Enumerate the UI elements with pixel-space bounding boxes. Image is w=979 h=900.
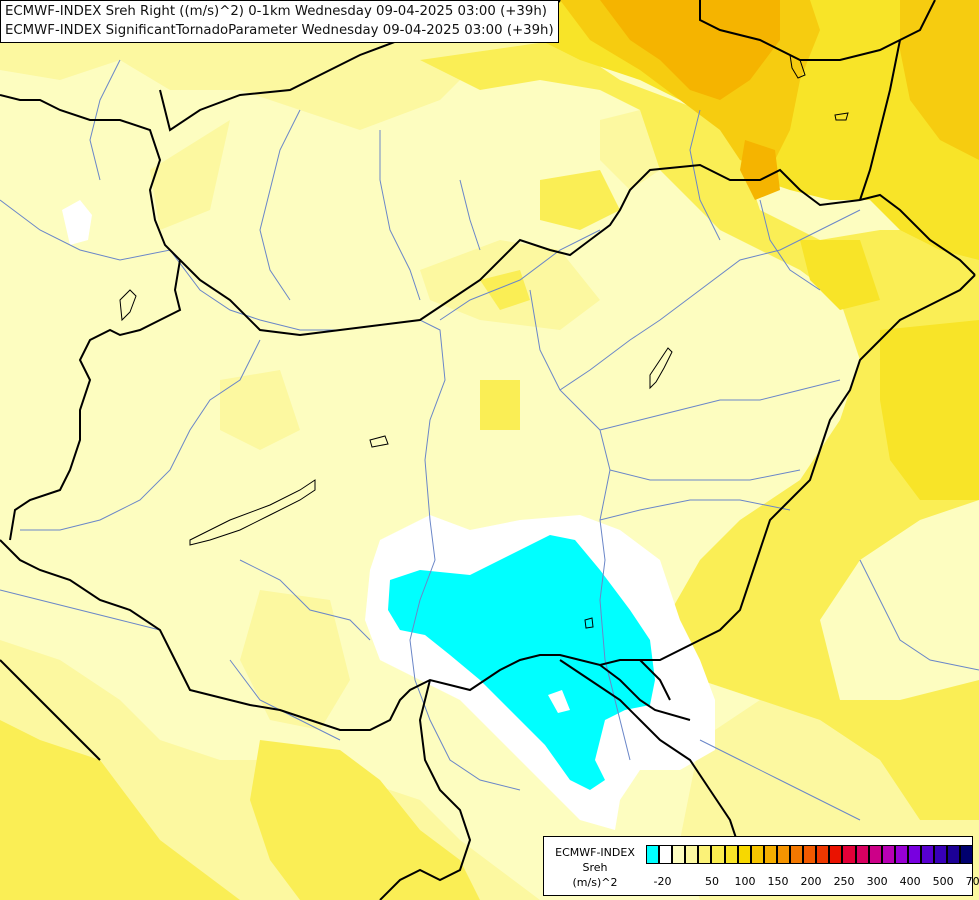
legend-swatch xyxy=(907,845,921,864)
legend-swatch xyxy=(881,845,895,864)
legend-title-param: Sreh xyxy=(582,861,608,874)
title-line-1: ECMWF-INDEX Sreh Right ((m/s)^2) 0-1km W… xyxy=(5,4,547,19)
legend-title: ECMWF-INDEX Sreh (m/s)^2 xyxy=(550,845,640,890)
legend-tick-label: 150 xyxy=(767,875,789,888)
legend-tick-label: 500 xyxy=(932,875,954,888)
legend-swatch xyxy=(934,845,948,864)
legend-swatch xyxy=(855,845,869,864)
legend-title-source: ECMWF-INDEX xyxy=(555,846,635,859)
legend-tick-label: 200 xyxy=(800,875,822,888)
cyan-hole xyxy=(548,690,570,713)
legend-tick-label: -20 xyxy=(653,875,672,888)
title-line-2: ECMWF-INDEX SignificantTornadoParameter … xyxy=(5,23,554,38)
field-level-250 xyxy=(600,0,780,200)
legend-tick-label: 250 xyxy=(833,875,855,888)
legend-swatch xyxy=(842,845,856,864)
legend-swatch xyxy=(750,845,764,864)
legend-swatch xyxy=(672,845,686,864)
legend-swatch xyxy=(803,845,817,864)
legend-swatch xyxy=(960,845,974,864)
legend-ticks: -20 50 100 150 200 250 300 400 500 700 xyxy=(646,875,979,889)
legend-swatch xyxy=(737,845,751,864)
legend-swatch xyxy=(790,845,804,864)
legend-tick-label: 400 xyxy=(899,875,921,888)
legend-swatch xyxy=(816,845,830,864)
legend-title-unit: (m/s)^2 xyxy=(572,876,618,889)
legend-swatch xyxy=(724,845,738,864)
legend-tick-label: 700 xyxy=(965,875,979,888)
legend-tick-label: 100 xyxy=(734,875,756,888)
legend-swatch xyxy=(646,845,660,864)
legend-tick-label: 300 xyxy=(866,875,888,888)
legend-swatch xyxy=(685,845,699,864)
legend-swatch xyxy=(920,845,935,864)
legend-swatch xyxy=(659,845,673,864)
legend-swatch xyxy=(776,845,791,864)
map-title: ECMWF-INDEX Sreh Right ((m/s)^2) 0-1km W… xyxy=(0,0,559,43)
legend-swatches xyxy=(646,845,974,864)
legend-tick-label: 50 xyxy=(705,875,720,888)
legend-swatch xyxy=(711,845,725,864)
legend-swatch xyxy=(829,845,843,864)
legend-swatch xyxy=(868,845,882,864)
legend-swatch xyxy=(894,845,908,864)
color-legend: ECMWF-INDEX Sreh (m/s)^2 -20 50 100 150 200 2… xyxy=(543,836,979,896)
legend-swatch xyxy=(698,845,712,864)
legend-swatch xyxy=(947,845,961,864)
legend-swatch xyxy=(763,845,777,864)
field-level-minus20-cyan xyxy=(388,535,655,790)
lakes xyxy=(119,54,849,629)
